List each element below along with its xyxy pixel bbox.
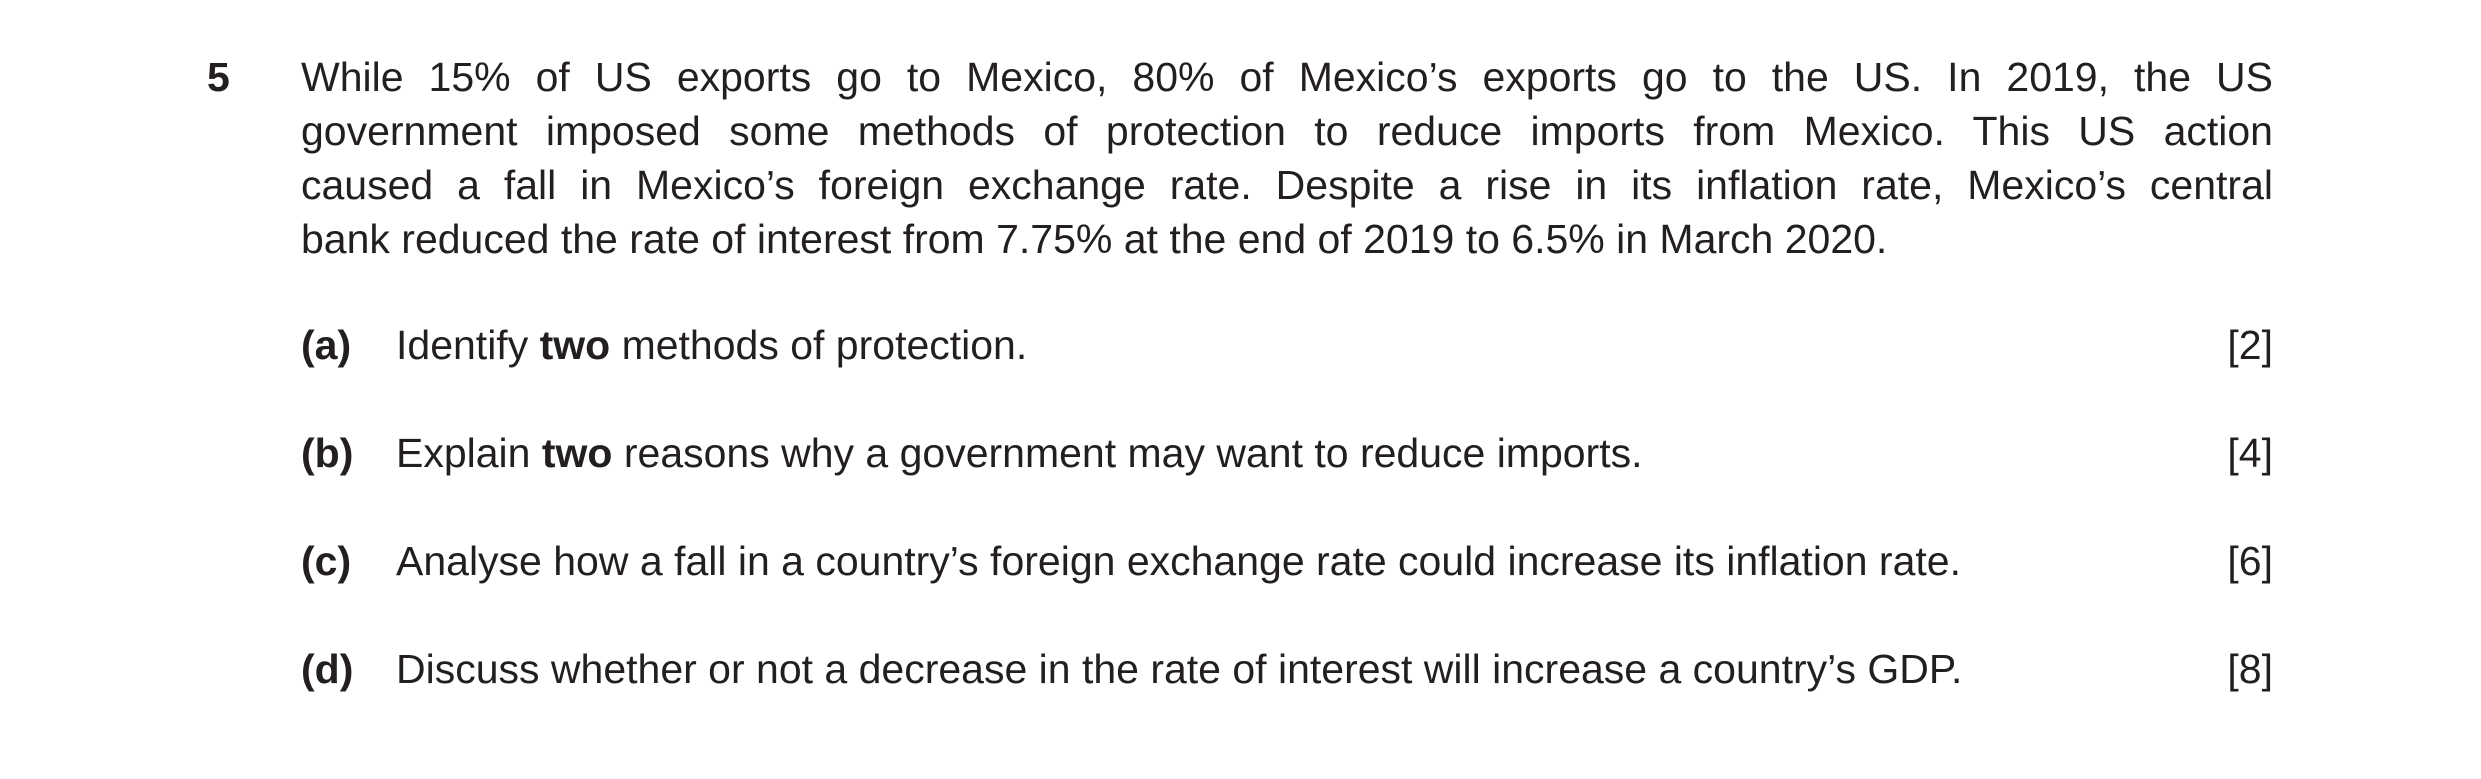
part-text: Analyse how a fall in a country’s foreig…	[396, 534, 1961, 588]
part-label: (d)	[301, 646, 354, 692]
stem-line: bank reduced the rate of interest from 7…	[301, 216, 1888, 262]
sub-question: (d) Discuss whether or not a decrease in …	[301, 642, 2273, 696]
part-text: Discuss whether or not a decrease in the…	[396, 642, 1962, 696]
part-marks: [4]	[2227, 430, 2273, 476]
text-segment: Discuss whether or not a decrease in the…	[396, 646, 1963, 692]
part-marks: [2]	[2227, 322, 2273, 368]
part-label: (c)	[301, 538, 352, 584]
stem-line: caused a fall in Mexico’s foreign exchan…	[301, 162, 2273, 208]
question-number: 5	[207, 54, 230, 100]
text-segment: Explain	[396, 430, 542, 476]
part-marks: [6]	[2227, 538, 2273, 584]
sub-question: (b) Explain two reasons why a government …	[301, 426, 2273, 480]
text-segment: reasons why a government may want to red…	[612, 430, 1643, 476]
stem-line: government imposed some methods of prote…	[301, 108, 2273, 154]
text-segment: Identify	[396, 322, 540, 368]
part-label: (b)	[301, 430, 354, 476]
stem-line: While 15% of US exports go to Mexico, 80…	[301, 54, 2273, 100]
emphasis: two	[541, 430, 613, 476]
text-segment: methods of protection.	[610, 322, 1028, 368]
question-stem: While 15% of US exports go to Mexico, 80…	[301, 50, 2273, 266]
emphasis: two	[539, 322, 611, 368]
part-text: Explain two reasons why a government may…	[396, 426, 1643, 480]
sub-question: (c) Analyse how a fall in a country’s for…	[301, 534, 2273, 588]
part-text: Identify two methods of protection.	[396, 318, 1027, 372]
sub-question: (a) Identify two methods of protection. [2…	[301, 318, 2273, 372]
text-segment: Analyse how a fall in a country’s foreig…	[396, 538, 1961, 584]
part-marks: [8]	[2227, 646, 2273, 692]
part-label: (a)	[301, 322, 352, 368]
